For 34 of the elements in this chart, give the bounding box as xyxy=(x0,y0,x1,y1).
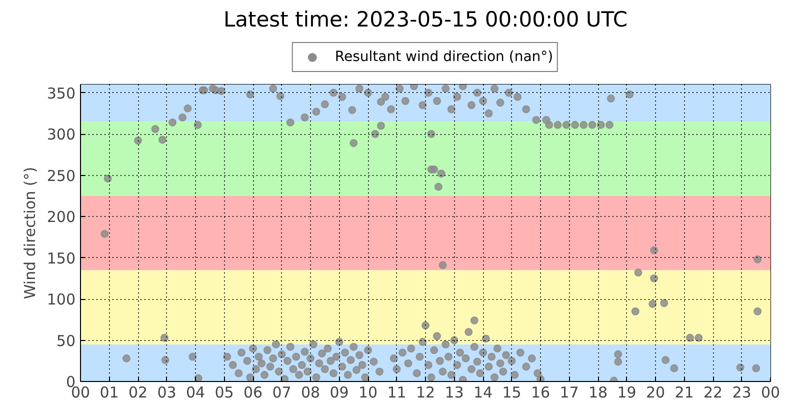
x-tick-label: 12 xyxy=(416,384,436,400)
x-tick-label: 03 xyxy=(157,384,176,400)
x-tick-label: 01 xyxy=(100,384,119,400)
chart-title: Latest time: 2023-05-15 00:00:00 UTC xyxy=(223,8,628,32)
y-tick-label: 200 xyxy=(46,208,76,226)
x-tick-label: 19 xyxy=(617,384,636,400)
x-tick-label: 23 xyxy=(732,384,752,400)
legend-label: Resultant wind direction (nan°) xyxy=(334,49,554,65)
x-tick-label: 15 xyxy=(502,384,522,400)
x-tick-label: 09 xyxy=(330,384,349,400)
x-tick-label: 21 xyxy=(674,384,694,400)
x-tick-label: 14 xyxy=(473,384,493,400)
x-tick-label: 00 xyxy=(760,384,780,400)
x-tick-label: 06 xyxy=(243,384,263,400)
y-tick-label: 100 xyxy=(46,290,76,308)
x-tick-label: 20 xyxy=(646,384,666,400)
x-tick-label: 02 xyxy=(128,384,148,400)
x-tick-label: 13 xyxy=(444,384,464,400)
x-tick-label: 08 xyxy=(300,384,320,400)
y-tick-label: 350 xyxy=(46,84,76,102)
x-tick-label: 05 xyxy=(214,384,234,400)
x-tick-label: 16 xyxy=(530,384,550,400)
x-tick-label: 10 xyxy=(358,384,378,400)
x-tick-label: 11 xyxy=(387,384,406,400)
y-axis-title: Wind direction (°) xyxy=(20,166,39,300)
x-tick-label: 22 xyxy=(703,384,723,400)
y-tick-label: 150 xyxy=(46,249,76,268)
y-tick-label: 250 xyxy=(46,166,76,185)
x-tick-label: 17 xyxy=(560,384,579,400)
x-tick-label: 07 xyxy=(272,384,292,400)
x-tick-label: 04 xyxy=(186,384,206,400)
x-tick-label: 18 xyxy=(588,384,608,400)
y-tick-label: 300 xyxy=(46,126,76,144)
y-tick-label: 50 xyxy=(56,332,76,350)
